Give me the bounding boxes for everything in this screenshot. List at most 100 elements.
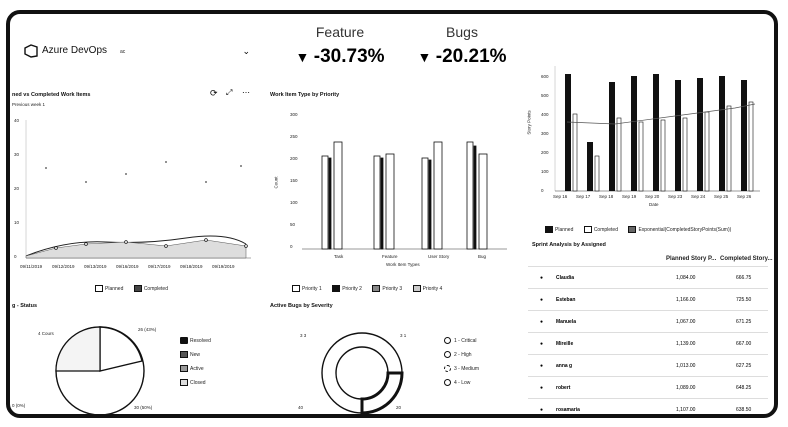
column-header[interactable]: Planned Story P... [666,256,717,262]
status-pie [55,326,145,414]
refresh-icon[interactable]: ⟳ [210,88,218,98]
row-icon: ● [540,297,544,303]
story-widget: Story Points 600 500 400 300 200 100 0 [525,34,774,234]
x-tick: 09/11/2019 [20,264,43,269]
circle-icon [444,379,451,386]
table-row[interactable]: ● Claudia 1,084.00 666.75 [528,266,768,289]
y-axis-label: Story Points [526,110,532,135]
table-row[interactable]: ● robert 1,089.00 648.25 [528,376,768,399]
cell-name: rosamaria [556,407,580,413]
table-row[interactable]: ● anna g 1,013.00 627.25 [528,354,768,377]
x-tick: 09/19/2019 [212,264,235,269]
y-tick: 0 [290,244,293,249]
status-widget: g - Status 4 Cours 26 (43%) 0 (0%) 30 (5… [10,299,260,414]
bugs-legend: 1 - Critical 2 - High 3 - Medium 4 - Low [444,337,485,386]
cell-planned: 1,013.00 [676,363,696,369]
y-tick: 100 [290,200,298,205]
priority-widget: Work Item Type by Priority Count 300 250… [268,84,518,292]
x-tick: 09/16/2019 [116,264,139,269]
x-tick: 09/13/2019 [84,264,107,269]
kpi-bugs-label: Bugs [446,24,478,40]
x-tick: Bug [478,254,487,259]
y-tick: 30 [14,152,20,157]
bugs-widget: Active Bugs by Severity 3 3 3 1 40 20 1 … [268,299,518,414]
table-row[interactable]: ● Manuela 1,067.00 671.25 [528,310,768,333]
cell-planned: 1,089.00 [676,385,696,391]
cell-completed: 648.25 [736,385,752,391]
y-tick: 50 [290,222,296,227]
priority-legend: Priority 1 Priority 2 Priority 3 Priorit… [292,279,448,297]
column-header[interactable]: Completed Story... [720,256,773,262]
widget-subtitle: Previous week 1 [12,102,46,107]
y-tick: 0 [541,188,544,193]
project-selector[interactable]: ac ⌄ [120,46,250,59]
legend-label: 1 - Critical [454,337,477,344]
priority-chart [302,141,507,250]
y-tick: 150 [290,178,298,183]
x-tick: Sep 17 [576,194,591,199]
kpi-bugs: Bugs ▼ -20.21% [402,24,522,68]
legend-label: Planned [555,226,574,233]
legend-label: 4 - Low [454,379,471,386]
x-tick: User Story [428,254,450,259]
more-icon[interactable]: ⋯ [242,88,250,97]
y-tick: 300 [290,112,298,117]
y-tick: 10 [14,220,20,225]
y-tick: 20 [14,186,20,191]
cell-completed: 627.25 [736,363,752,369]
y-tick: 500 [541,93,549,98]
table-row[interactable]: ● rosamaria 1,107.00 638.50 [528,398,768,414]
circle-icon [444,337,451,344]
x-tick: Sep 23 [668,194,683,199]
x-tick: Sep 16 [553,194,568,199]
legend-label: 3 - Medium [454,365,480,372]
legend-label: Priority 2 [342,285,362,292]
logo: Azure DevOps [24,44,107,62]
cell-planned: 1,084.00 [676,275,696,281]
y-tick: 200 [541,150,549,155]
row-icon: ● [540,363,544,369]
cell-name: Claudia [556,275,575,281]
cell-completed: 638.50 [736,407,752,413]
x-tick: 09/17/2019 [148,264,171,269]
cell-name: Mireille [556,341,574,347]
y-tick: 300 [541,131,549,136]
legend-label: Active [190,365,204,372]
widget-title: Sprint Analysis by Assigned [532,242,606,248]
x-tick: 09/12/2019 [52,264,75,269]
cell-completed: 667.00 [736,341,752,347]
table-row[interactable]: ● Esteban 1,166.00 725.50 [528,288,768,311]
kpi-feature-value: -30.73% [313,46,385,67]
cell-completed: 666.75 [736,275,752,281]
row-icon: ● [540,385,544,391]
widget-title: Active Bugs by Severity [270,303,333,309]
kpi-bugs-value: -20.21% [435,46,507,67]
row-icon: ● [540,275,544,281]
widget-title: ned vs Completed Work Items [12,92,91,98]
status-legend: Resolved New Active Closed [180,337,217,386]
circle-icon [444,365,451,372]
circle-icon [444,351,451,358]
slice-label: 26 (43%) [138,327,157,332]
y-tick: 250 [290,134,298,139]
project-selector-value: ac [120,49,126,55]
cell-planned: 1,067.00 [676,319,696,325]
row-icon: ● [540,407,544,413]
x-tick: Sep 20 [645,194,660,199]
legend-label: Completed [143,285,168,292]
y-axis-label: Count [273,176,279,189]
cell-planned: 1,166.00 [676,297,696,303]
x-tick: Task [334,254,344,259]
slice-label: 40 [298,405,304,410]
expand-icon[interactable]: ⤢ [226,88,233,97]
legend-label: Planned [105,285,124,292]
x-tick: Feature [382,254,398,259]
y-tick: 400 [541,112,549,117]
y-tick: 40 [14,118,20,123]
sprint-widget: Sprint Analysis by Assigned Planned Stor… [528,236,773,414]
x-axis-label: Work Item Types [386,262,420,267]
cell-name: Manuela [556,319,577,325]
table-row[interactable]: ● Mireille 1,139.00 667.00 [528,332,768,355]
cell-name: robert [556,385,571,391]
dashboard-frame: Azure DevOps ac ⌄ Feature ▼ -30.73% Bugs… [6,10,778,418]
